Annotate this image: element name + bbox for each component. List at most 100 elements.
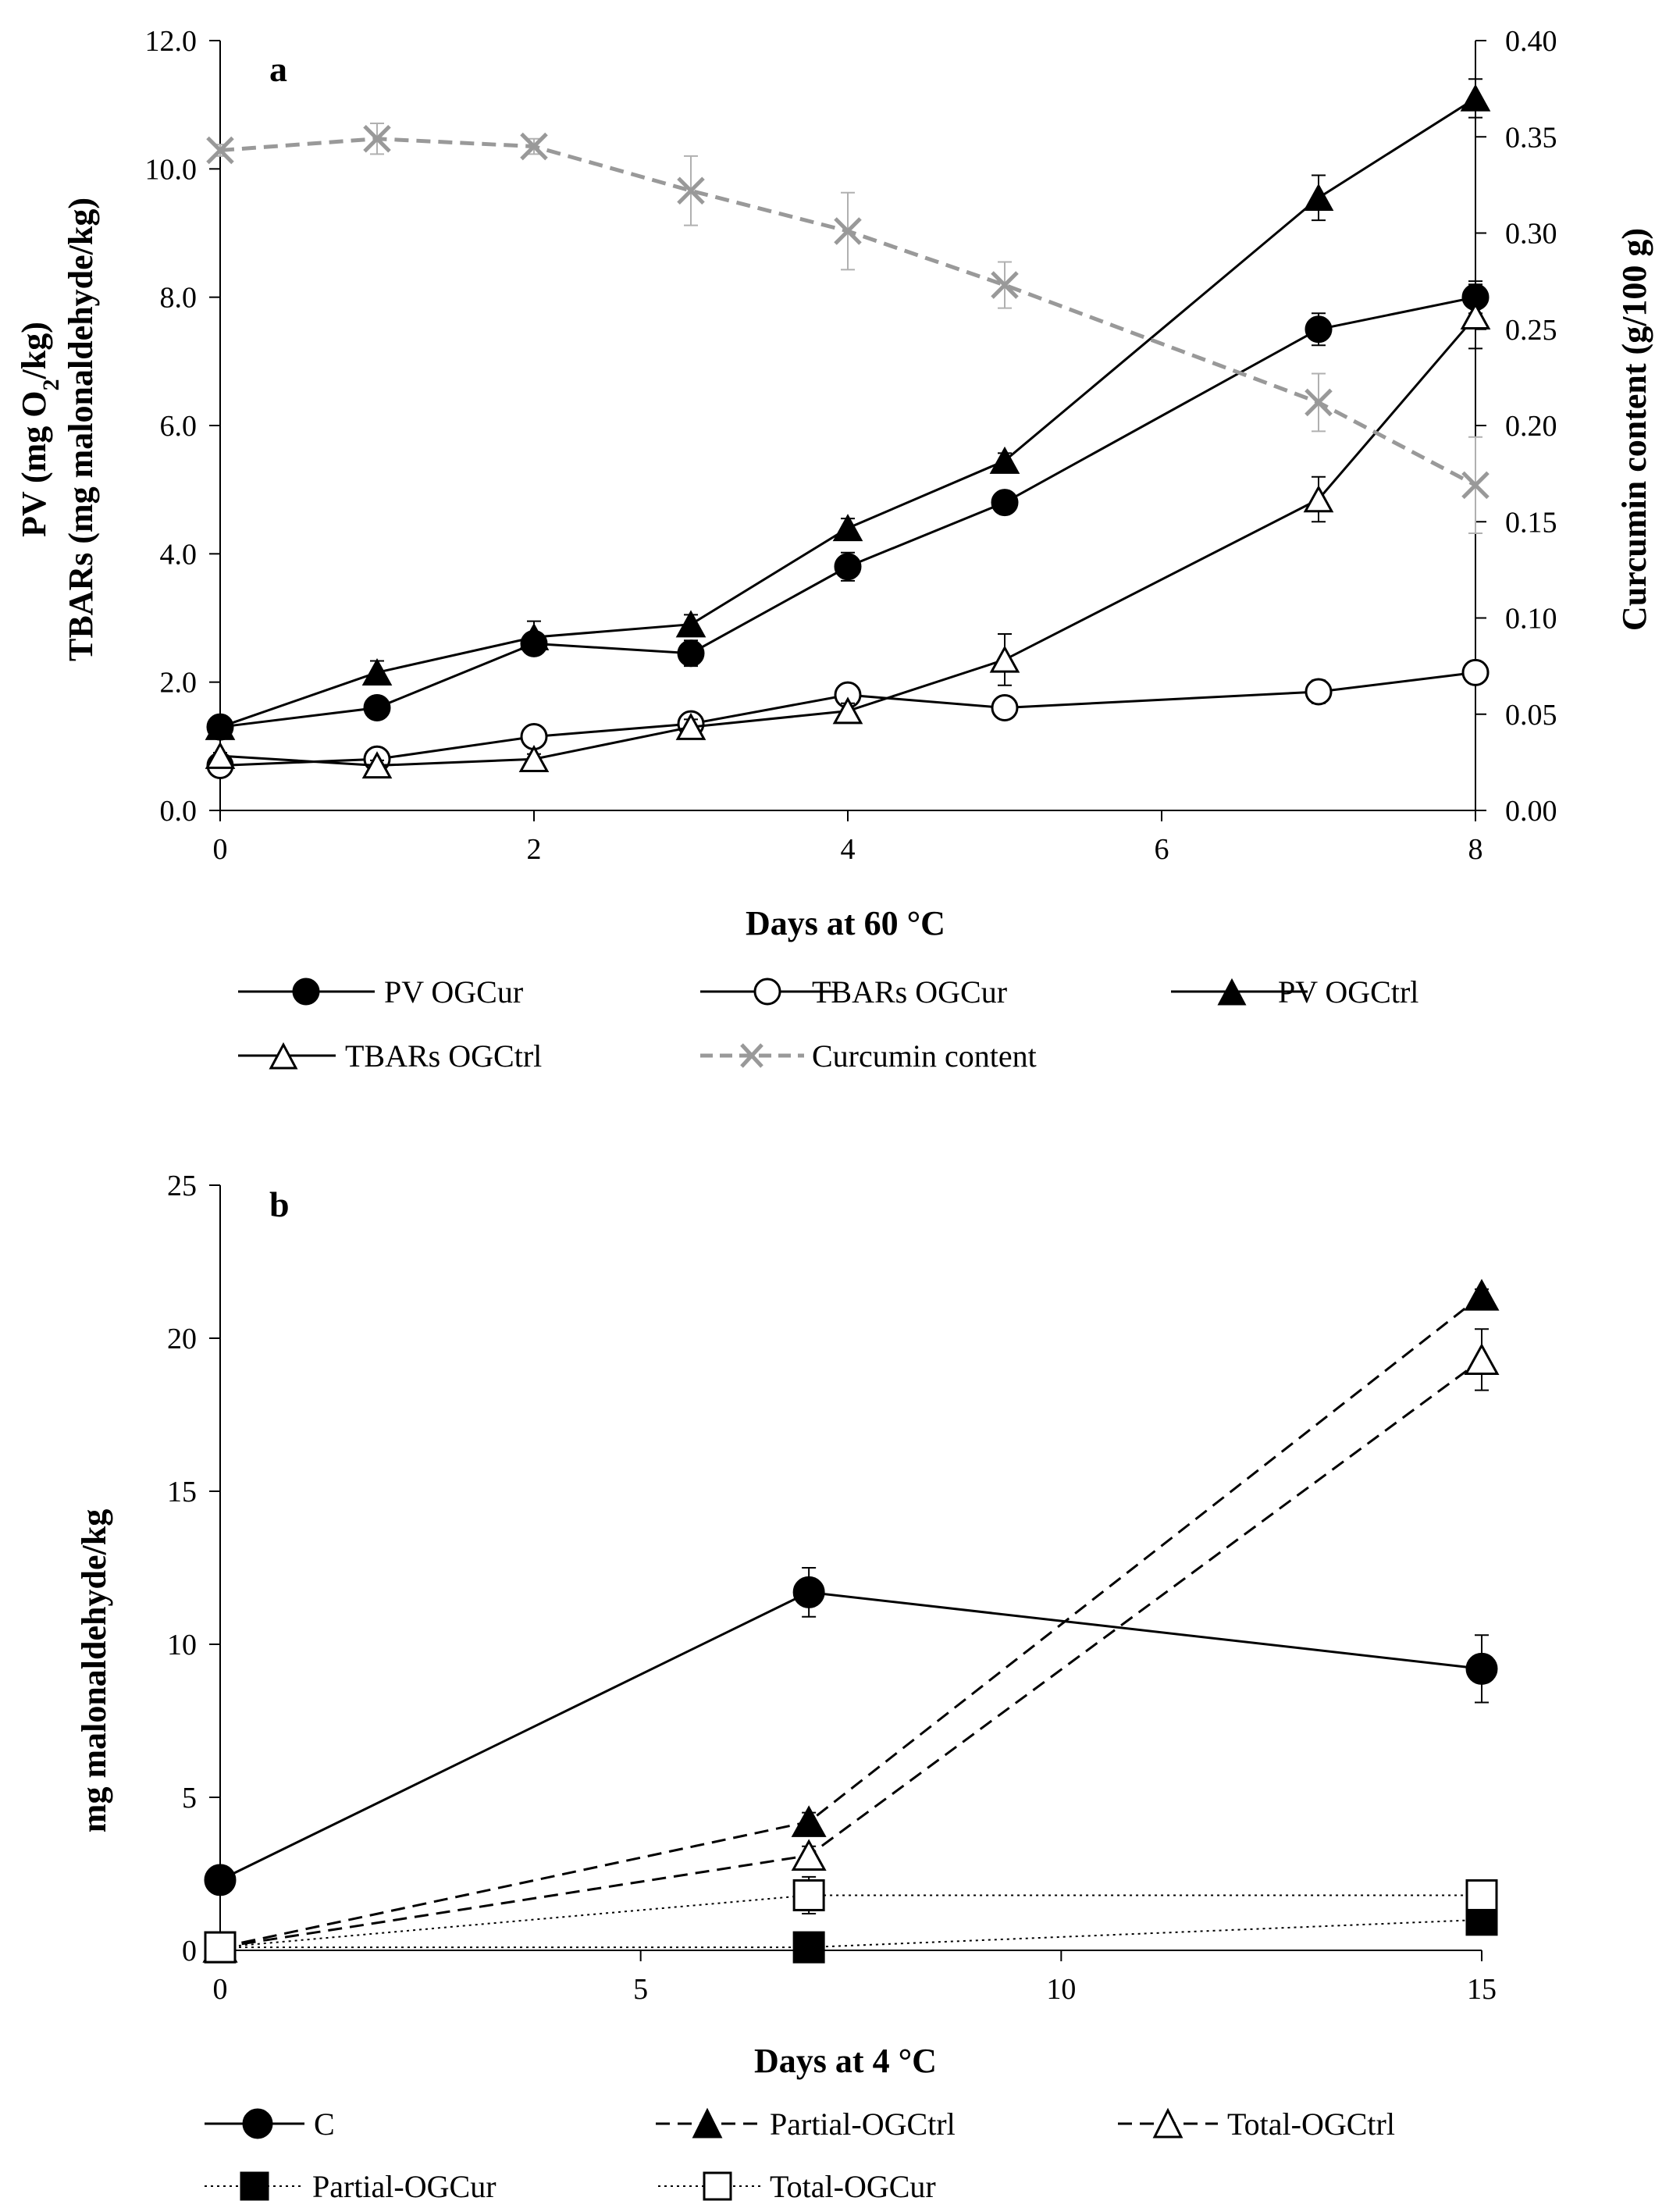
legend-marker-pv-ogctrl bbox=[1217, 978, 1247, 1006]
legend-label-total-ogcur: Total-OGCur bbox=[770, 2169, 936, 2204]
legend-item-total-ogcur: Total-OGCur bbox=[658, 2169, 936, 2204]
panel-b-point-partial-ogcur bbox=[792, 1931, 825, 1964]
panel-a-y2-tick-label: 0.10 bbox=[1505, 603, 1557, 636]
panel-b-point-c bbox=[792, 1576, 825, 1608]
panel-a-line-pv-ogctrl bbox=[219, 97, 1476, 728]
panel-b-y-tick-label: 20 bbox=[167, 1323, 197, 1355]
panel-a-legend: PV OGCur TBARs OGCur PV OGCtrl TBARs OGC… bbox=[238, 974, 1418, 1074]
panel-a-y2-axis-title: Curcumin content (g/100 g) bbox=[1615, 228, 1653, 631]
legend-marker-partial-ogcur bbox=[240, 2171, 269, 2201]
panel-b-y-tick-label: 0 bbox=[182, 1935, 197, 1968]
legend-label-partial-ogctrl: Partial-OGCtrl bbox=[770, 2107, 956, 2142]
panel-a-y2-tick-label: 0.30 bbox=[1505, 218, 1557, 251]
panel-a-y-tick-label: 4.0 bbox=[160, 538, 198, 571]
legend-label-tbars-ogctrl: TBARs OGCtrl bbox=[345, 1038, 542, 1074]
legend-label-pv-ogcur: PV OGCur bbox=[384, 974, 523, 1010]
panel-b-y-tick-label: 10 bbox=[167, 1629, 197, 1661]
legend-label-curcumin-content: Curcumin content bbox=[812, 1038, 1037, 1074]
panel-a-point-tbars-ogctrl bbox=[989, 645, 1020, 673]
panel-a-point-tbars-ogctrl bbox=[1303, 485, 1334, 513]
panel-a-y2-tick-label: 0.00 bbox=[1505, 795, 1557, 828]
panel-a-line-tbars-ogctrl bbox=[219, 315, 1477, 767]
panel-b-x-tick-label: 15 bbox=[1467, 1973, 1497, 2006]
panel-b-x-tick-label: 5 bbox=[633, 1973, 648, 2006]
panel-b-series bbox=[202, 1278, 1500, 1964]
panel-a-y-axis-title-part2: /kg) bbox=[15, 322, 53, 379]
legend-label-partial-ogcur: Partial-OGCur bbox=[312, 2169, 497, 2204]
panel-a-x-tick-label: 0 bbox=[213, 833, 228, 866]
legend-marker-total-ogcur bbox=[703, 2171, 732, 2201]
panel-b-point-c bbox=[1465, 1652, 1498, 1685]
panel-b-label: b bbox=[269, 1184, 290, 1224]
panel-a-y-axis-title-subscript: 2 bbox=[38, 379, 64, 390]
panel-a-point-pv-ogctrl bbox=[675, 610, 707, 638]
panel-a-point-tbars-ogctrl bbox=[205, 741, 236, 769]
panel-a-point-pv-ogctrl bbox=[1460, 84, 1491, 112]
panel-b-chart: 0 5 10 15 0 5 10 15 20 25 b Days at 4 °C mg malon… bbox=[75, 1170, 1500, 2204]
panel-b-point-total-ogcur bbox=[204, 1931, 237, 1964]
panel-a-point-pv-ogctrl bbox=[361, 658, 393, 686]
panel-a-point-tbars-ogctrl bbox=[1460, 302, 1491, 330]
panel-a-point-curcumin-content bbox=[363, 124, 391, 153]
panel-b-series-total-ogcur bbox=[204, 1875, 1498, 1964]
panel-a-point-pv-ogctrl bbox=[989, 446, 1020, 474]
legend-label-pv-ogctrl: PV OGCtrl bbox=[1278, 974, 1418, 1010]
legend-item-tbars-ogcur: TBARs OGCur bbox=[700, 974, 1007, 1010]
panel-a-point-tbars-ogctrl bbox=[518, 744, 550, 772]
panel-b-y-tick-label: 25 bbox=[167, 1170, 197, 1202]
panel-a-point-pv-ogcur bbox=[677, 639, 705, 668]
panel-a-axes: 0 2 4 6 8 0.0 2.0 4.0 6.0 8.0 10.0 12.0 0.00 0.05 0.10… bbox=[145, 25, 1557, 866]
panel-a-point-pv-ogctrl bbox=[1303, 183, 1334, 212]
panel-a-y2-tick-label: 0.35 bbox=[1505, 121, 1557, 154]
legend-label-tbars-ogcur: TBARs OGCur bbox=[812, 974, 1007, 1010]
panel-a-x-tick-label: 8 bbox=[1468, 833, 1483, 866]
panel-a-y2-tick-label: 0.15 bbox=[1505, 506, 1557, 539]
panel-a-point-curcumin-content bbox=[1304, 388, 1333, 417]
panel-a-point-tbars-ogcur bbox=[1304, 678, 1333, 706]
panel-b-point-total-ogcur bbox=[1465, 1879, 1498, 1911]
panel-b-y-axis-title: mg malonaldehyde/kg bbox=[75, 1509, 113, 1832]
panel-a-y-tick-label: 0.0 bbox=[160, 795, 198, 828]
panel-a-y-tick-label: 8.0 bbox=[160, 282, 198, 315]
panel-a-point-tbars-ogcur bbox=[991, 694, 1019, 722]
panel-a-point-pv-ogcur bbox=[834, 553, 862, 581]
panel-b-legend: C Partial-OGCtrl Total-OGCtrl Partial-OG… bbox=[205, 2107, 1395, 2204]
panel-a-y-axis-title-line1: PV (mg O2/kg) bbox=[15, 322, 64, 537]
legend-marker-total-ogctrl bbox=[1152, 2107, 1183, 2139]
panel-a-x-tick-label: 4 bbox=[841, 833, 856, 866]
panel-b-point-partial-ogctrl bbox=[791, 1805, 827, 1837]
legend-marker-partial-ogctrl bbox=[692, 2107, 723, 2139]
panel-a-y-tick-label: 12.0 bbox=[145, 25, 198, 58]
panel-b-x-axis-title: Days at 4 °C bbox=[754, 2042, 937, 2080]
panel-a-point-curcumin-content bbox=[1461, 471, 1490, 500]
panel-a-point-curcumin-content bbox=[991, 271, 1019, 299]
legend-label-total-ogctrl: Total-OGCtrl bbox=[1227, 2107, 1395, 2142]
legend-item-partial-ogctrl: Partial-OGCtrl bbox=[656, 2107, 956, 2142]
panel-a-y-axis-title-part1: PV (mg O bbox=[15, 390, 53, 536]
legend-item-pv-ogctrl: PV OGCtrl bbox=[1171, 974, 1418, 1010]
panel-b-y-tick-label: 5 bbox=[182, 1782, 197, 1814]
panel-a-point-pv-ogctrl bbox=[832, 514, 863, 542]
panel-a-series-curcumin-content bbox=[206, 122, 1490, 535]
panel-a-label: a bbox=[269, 49, 287, 89]
legend-marker-tbars-ogcur bbox=[753, 978, 781, 1006]
panel-a-series-pv-ogctrl bbox=[205, 78, 1491, 740]
panel-a-point-curcumin-content bbox=[206, 136, 234, 165]
panel-b-y-tick-label: 15 bbox=[167, 1476, 197, 1508]
panel-a-y2-tick-label: 0.05 bbox=[1505, 699, 1557, 732]
panel-a-point-pv-ogcur bbox=[1304, 315, 1333, 344]
legend-marker-pv-ogcur bbox=[292, 978, 320, 1006]
panel-b-point-total-ogctrl bbox=[791, 1839, 827, 1871]
legend-item-pv-ogcur: PV OGCur bbox=[238, 974, 523, 1010]
panel-a-point-pv-ogctrl bbox=[205, 712, 236, 740]
legend-marker-c bbox=[242, 2108, 273, 2139]
panel-b-axes: 0 5 10 15 0 5 10 15 20 25 bbox=[167, 1170, 1497, 2006]
panel-a-point-pv-ogctrl bbox=[518, 622, 550, 650]
panel-b-point-partial-ogctrl bbox=[1464, 1278, 1500, 1311]
panel-a-point-tbars-ogctrl bbox=[361, 751, 393, 779]
legend-marker-tbars-ogctrl bbox=[269, 1042, 298, 1070]
panel-a-line-curcumin-content bbox=[219, 137, 1477, 487]
panel-a-point-curcumin-content bbox=[520, 132, 548, 161]
panel-a-y-tick-label: 6.0 bbox=[160, 410, 198, 443]
